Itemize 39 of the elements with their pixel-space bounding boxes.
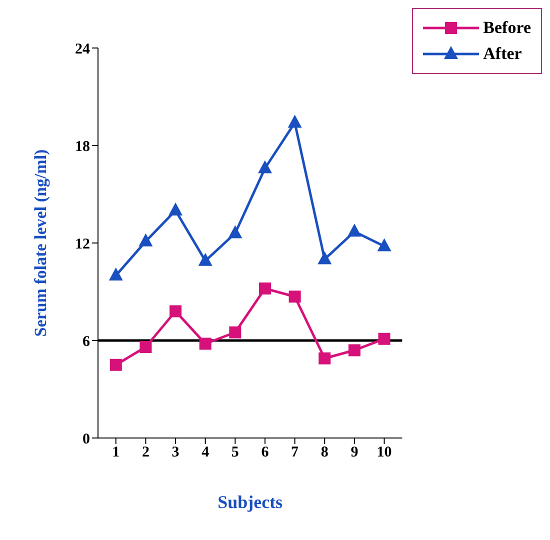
point xyxy=(258,282,271,294)
legend-label: Before xyxy=(483,18,531,38)
point xyxy=(108,268,123,280)
point xyxy=(288,290,301,303)
point xyxy=(198,252,212,266)
point xyxy=(258,160,272,174)
x-tick-label: 8 xyxy=(320,444,328,461)
point xyxy=(140,341,152,353)
y-tick-label: 24 xyxy=(75,41,90,58)
x-tick-label: 7 xyxy=(291,444,300,461)
point xyxy=(229,326,242,338)
point xyxy=(318,251,332,264)
y-tick-label: 0 xyxy=(82,431,90,448)
point xyxy=(228,225,242,238)
x-tick-label: 10 xyxy=(376,444,392,461)
y-tick-label: 18 xyxy=(75,138,90,155)
x-tick-label: 1 xyxy=(112,444,120,461)
point xyxy=(110,358,122,371)
x-tick-label: 4 xyxy=(202,444,210,461)
point xyxy=(378,332,390,345)
y-tick-label: 12 xyxy=(75,236,90,252)
y-tick-label: 6 xyxy=(82,334,90,350)
legend-label: After xyxy=(483,44,522,64)
x-axis-title: Subjects xyxy=(218,492,283,512)
point xyxy=(170,305,182,318)
point xyxy=(288,114,302,128)
x-tick-label: 5 xyxy=(231,444,239,461)
point xyxy=(138,233,153,246)
point xyxy=(377,238,392,252)
x-tick-label: 2 xyxy=(142,444,150,461)
y-axis-title: Serum folate level (ng/ml) xyxy=(31,149,50,337)
point xyxy=(199,338,212,350)
point xyxy=(347,224,362,237)
point xyxy=(348,344,360,356)
point xyxy=(168,202,183,216)
point xyxy=(318,352,331,364)
x-tick-label: 6 xyxy=(261,444,270,461)
x-tick-label: 3 xyxy=(172,444,180,461)
x-tick-label: 9 xyxy=(350,444,358,461)
